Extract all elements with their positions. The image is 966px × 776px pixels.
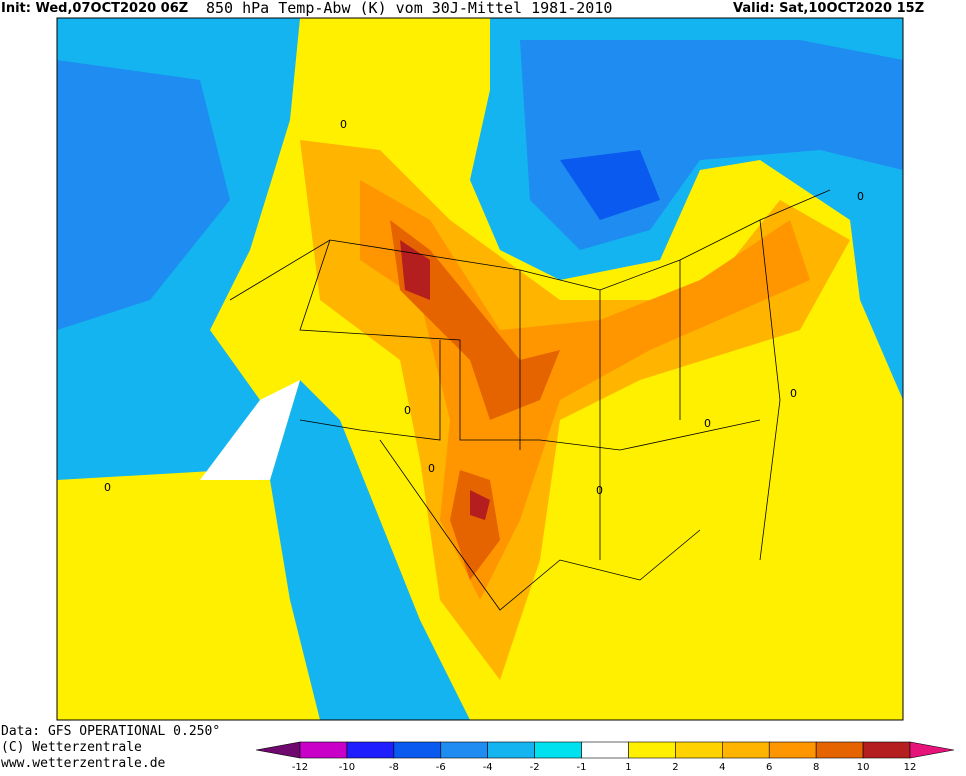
- colorbar-tick-label: 12: [904, 762, 917, 773]
- colorbar-swatch: [815, 741, 864, 759]
- colorbar: -12 -10 -8 -6 -4 -2 -1 1 2 4 6 8 10 12: [255, 741, 955, 773]
- colorbar-swatch: [487, 741, 535, 759]
- website: www.wetterzentrale.de: [1, 756, 166, 771]
- colorbar-swatch: [299, 741, 348, 759]
- colorbar-tick-label: -6: [436, 762, 446, 773]
- colorbar-tick-label: 6: [766, 762, 772, 773]
- contour-label: 0: [704, 417, 711, 430]
- colorbar-swatch: [628, 741, 676, 759]
- colorbar-swatch: [675, 741, 723, 759]
- colorbar-swatch: [393, 741, 442, 759]
- contour-label: 0: [340, 118, 347, 131]
- colorbar-tick-label: -4: [483, 762, 493, 773]
- colorbar-tick-label: 8: [813, 762, 819, 773]
- data-source: Data: GFS OPERATIONAL 0.250°: [1, 724, 220, 739]
- contour-label: 0: [104, 481, 111, 494]
- colorbar-end: [909, 741, 955, 759]
- contour-label: 0: [596, 484, 603, 497]
- map: 0 0 0 0 0 0 0 0: [56, 17, 904, 721]
- colorbar-tick-label: -8: [389, 762, 399, 773]
- colorbar-tick-label: -12: [292, 762, 308, 773]
- contour-label: 0: [428, 462, 435, 475]
- init-time: Init: Wed,07OCT2020 06Z: [1, 1, 188, 16]
- colorbar-swatch: [534, 741, 582, 759]
- colorbar-tick-label: -1: [577, 762, 587, 773]
- contour-label: 0: [857, 190, 864, 203]
- map-title: 850 hPa Temp-Abw (K) vom 30J-Mittel 1981…: [206, 0, 612, 17]
- contour-label: 0: [404, 404, 411, 417]
- colorbar-tick-label: -2: [530, 762, 540, 773]
- colorbar-tick-label: 10: [857, 762, 870, 773]
- colorbar-swatch: [768, 741, 817, 759]
- colorbar-swatch: [440, 741, 488, 759]
- colorbar-swatch: [581, 741, 629, 759]
- colorbar-end: [255, 741, 301, 759]
- contour-label: 0: [790, 387, 797, 400]
- colorbar-swatch: [722, 741, 770, 759]
- colorbar-tick-label: -10: [339, 762, 355, 773]
- copyright: (C) Wetterzentrale: [1, 740, 142, 755]
- colorbar-swatch: [862, 741, 911, 759]
- colorbar-tick-label: 4: [719, 762, 725, 773]
- colorbar-swatch: [346, 741, 395, 759]
- valid-time: Valid: Sat,10OCT2020 15Z: [733, 1, 924, 16]
- colorbar-tick-label: 1: [625, 762, 631, 773]
- colorbar-tick-label: 2: [672, 762, 678, 773]
